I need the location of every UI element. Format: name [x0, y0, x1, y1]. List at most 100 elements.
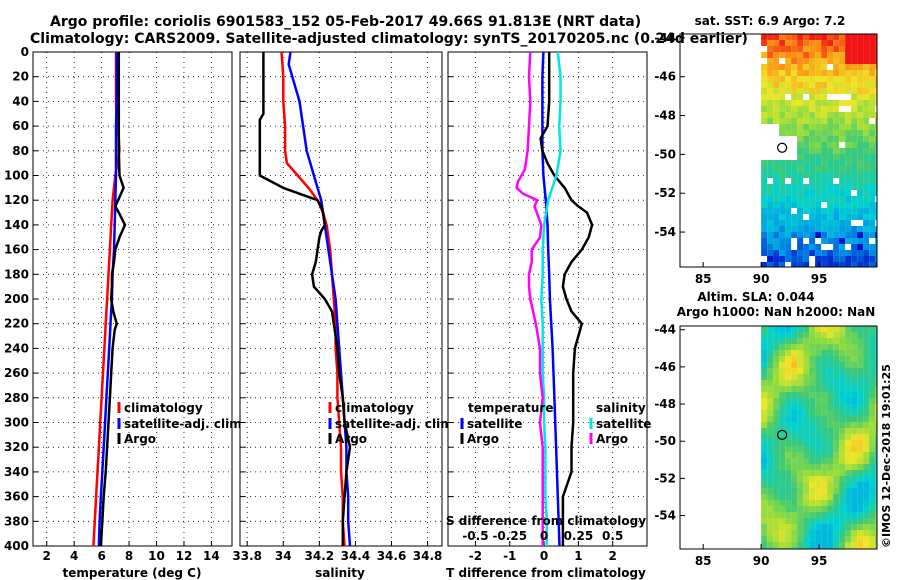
sst-cell	[833, 262, 840, 267]
sla-cell	[833, 380, 840, 386]
sla-cell	[863, 500, 870, 506]
sla-cell	[803, 512, 810, 518]
sst-cell	[803, 112, 810, 118]
map-y-tick-label: -46	[654, 70, 676, 84]
difference-series-t-argo	[539, 52, 594, 546]
sst-cell	[839, 244, 846, 250]
sst-cell	[827, 100, 834, 106]
sla-cell	[839, 368, 846, 374]
sla-cell	[821, 494, 828, 500]
sla-cell	[803, 464, 810, 470]
sst-cell	[797, 166, 804, 172]
sst-cell	[767, 196, 774, 202]
sla-cell	[803, 332, 810, 338]
sla-cell	[857, 446, 864, 452]
sla-cell	[767, 518, 774, 524]
sst-cell	[821, 166, 828, 172]
sst-cell	[797, 256, 804, 262]
map-y-tick-label: -52	[654, 186, 676, 200]
sst-cell	[767, 190, 774, 196]
sst-cell	[857, 88, 864, 94]
sst-cell	[821, 124, 828, 130]
sst-cell	[863, 190, 870, 196]
sla-cell	[803, 356, 810, 362]
sla-cell	[821, 380, 828, 386]
sla-cell	[803, 518, 810, 524]
sla-cell	[785, 464, 792, 470]
sst-cell	[779, 82, 786, 88]
sla-cell	[779, 500, 786, 506]
sla-cell	[797, 386, 804, 392]
sla-cell	[833, 326, 840, 332]
sst-cell	[833, 88, 840, 94]
sla-cell	[869, 524, 876, 530]
sst-cell	[809, 208, 816, 214]
sla-cell	[857, 506, 864, 512]
sla-cell	[779, 482, 786, 488]
sst-cell	[851, 136, 858, 142]
sla-cell	[767, 446, 774, 452]
sla-cell	[821, 404, 828, 410]
sst-cell	[815, 142, 822, 148]
sla-cell	[833, 428, 840, 434]
sst-cell	[791, 202, 798, 208]
sst-cell	[779, 262, 786, 267]
sla-cell	[875, 416, 877, 422]
sla-cell	[869, 536, 876, 542]
salinity-x-tick-label: 0.25	[564, 529, 594, 543]
sst-cell	[815, 88, 822, 94]
sst-cell	[815, 226, 822, 232]
sla-cell	[845, 344, 852, 350]
sst-cell	[833, 70, 840, 76]
sst-cell	[791, 58, 798, 64]
sst-cell	[809, 112, 816, 118]
sla-cell	[785, 512, 792, 518]
sst-cell	[773, 184, 780, 190]
sla-cell	[827, 392, 834, 398]
sst-cell	[773, 250, 780, 256]
sla-cell	[779, 422, 786, 428]
sla-cell	[827, 404, 834, 410]
sla-cell	[845, 470, 852, 476]
sst-cell	[779, 106, 786, 112]
sla-cell	[767, 536, 774, 542]
sla-cell	[779, 326, 786, 332]
sst-cell	[791, 46, 798, 52]
sst-cell	[869, 178, 876, 184]
sst-cell	[809, 160, 816, 166]
sst-cell	[791, 88, 798, 94]
sst-cell	[803, 52, 810, 58]
sla-cell	[839, 506, 846, 512]
sst-cell	[791, 70, 798, 76]
sla-cell	[869, 398, 876, 404]
sst-cell	[761, 244, 768, 250]
sla-cell	[863, 434, 870, 440]
sst-cell	[791, 64, 798, 70]
sst-cell	[845, 64, 852, 70]
sst-cell	[767, 100, 774, 106]
sst-cell	[827, 46, 834, 52]
sla-cell	[785, 392, 792, 398]
sst-cell	[803, 256, 810, 262]
sla-cell	[869, 488, 876, 494]
sst-cell	[809, 172, 816, 178]
sla-cell	[827, 356, 834, 362]
legend-salinity-title: salinity	[596, 401, 646, 415]
sla-cell	[761, 542, 768, 548]
sst-cell	[851, 154, 858, 160]
sla-cell	[833, 470, 840, 476]
x-tick-label: 34.4	[341, 549, 371, 563]
sst-cell	[863, 238, 870, 244]
depth-tick-label: 80	[12, 144, 29, 158]
sst-cell	[875, 232, 877, 238]
sla-cell	[797, 506, 804, 512]
sst-cell	[845, 76, 852, 82]
sst-cell	[809, 106, 816, 112]
sla-cell	[815, 452, 822, 458]
sla-cell	[821, 446, 828, 452]
sla-cell	[779, 434, 786, 440]
sst-cell	[821, 70, 828, 76]
depth-tick-label: 260	[4, 366, 29, 380]
sla-cell	[839, 356, 846, 362]
